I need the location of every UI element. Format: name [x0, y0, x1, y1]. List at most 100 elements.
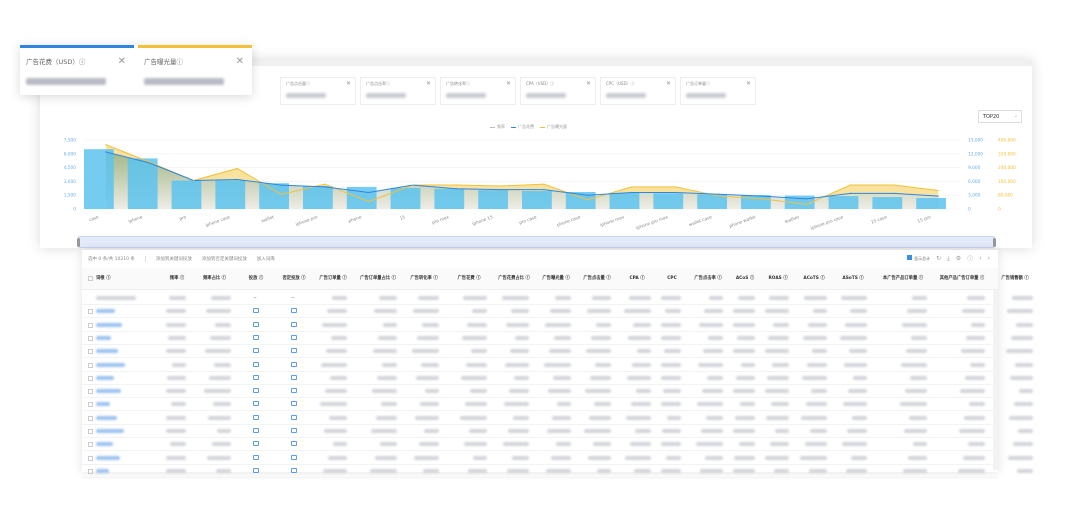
- select-all-checkbox[interactable]: [88, 276, 93, 281]
- zoom-slider[interactable]: [77, 236, 996, 248]
- add-keyword-button[interactable]: 添加到关键词投放: [155, 257, 192, 262]
- legend-item[interactable]: 广告曝光量: [540, 124, 567, 130]
- targeting-icon[interactable]: [253, 441, 259, 447]
- column-header[interactable]: 广告花费 ⓘ: [457, 276, 481, 281]
- column-header[interactable]: 其他产品广告订单量 ⓘ: [939, 276, 985, 281]
- table-scrollbar[interactable]: [993, 290, 998, 470]
- negative-targeting-icon[interactable]: [291, 454, 297, 460]
- keyword-link-blurred[interactable]: [96, 322, 122, 327]
- keyword-link-blurred[interactable]: [96, 309, 115, 314]
- metric-card[interactable]: 广告转化率ⓘ ✕: [440, 77, 516, 105]
- targeting-icon[interactable]: [253, 454, 259, 460]
- close-icon[interactable]: ✕: [235, 56, 244, 67]
- negative-targeting-icon[interactable]: [291, 401, 297, 407]
- close-icon[interactable]: ✕: [117, 56, 126, 67]
- row-checkbox[interactable]: [88, 309, 93, 315]
- row-checkbox[interactable]: [88, 468, 93, 474]
- negative-targeting-icon[interactable]: [291, 334, 297, 340]
- negative-targeting-icon[interactable]: [291, 388, 297, 394]
- metric-card[interactable]: CPA（USD）ⓘ ✕: [520, 77, 596, 105]
- metric-card[interactable]: 广告曝光量ⓘ ✕: [138, 45, 252, 95]
- column-header[interactable]: ROAS ⓘ: [768, 276, 788, 281]
- column-header[interactable]: 频率占比 ⓘ: [203, 276, 226, 281]
- keyword-link-blurred[interactable]: [96, 362, 125, 367]
- keyword-link-blurred[interactable]: [96, 389, 121, 394]
- column-header[interactable]: 广告花费占比 ⓘ: [498, 276, 530, 281]
- keyword-link-blurred[interactable]: [96, 429, 124, 433]
- help-icon[interactable]: ⓘ: [967, 256, 974, 263]
- negative-targeting-icon[interactable]: [291, 321, 297, 327]
- column-header[interactable]: 广告订单量 ⓘ: [319, 276, 347, 281]
- add-to-library-button[interactable]: 加入词库: [256, 257, 275, 262]
- legend-item[interactable]: 广告花费: [511, 124, 534, 130]
- targeting-icon[interactable]: [253, 401, 259, 407]
- targeting-icon[interactable]: [253, 374, 259, 380]
- targeting-icon[interactable]: [253, 361, 259, 367]
- close-icon[interactable]: ✕: [425, 80, 431, 87]
- row-checkbox[interactable]: [88, 335, 93, 341]
- close-icon[interactable]: ✕: [665, 80, 671, 87]
- column-header[interactable]: 否定投放 ⓘ: [282, 276, 306, 281]
- negative-targeting-icon[interactable]: [291, 348, 297, 354]
- column-header[interactable]: 广告点击量 ⓘ: [583, 276, 611, 281]
- close-icon[interactable]: ✕: [345, 80, 351, 87]
- column-header[interactable]: 本广告产品订单量 ⓘ: [882, 276, 924, 281]
- metric-card[interactable]: 广告订单量ⓘ ✕: [680, 77, 756, 105]
- prev-icon[interactable]: ‹: [979, 255, 982, 262]
- download-icon[interactable]: ⤓: [947, 254, 950, 262]
- keyword-link-blurred[interactable]: [96, 335, 111, 340]
- row-checkbox[interactable]: [88, 455, 93, 461]
- keyword-link-blurred[interactable]: [96, 349, 118, 354]
- metric-card[interactable]: 广告花费（USD）ⓘ ✕: [20, 45, 134, 95]
- targeting-icon[interactable]: [253, 321, 259, 327]
- column-header[interactable]: 词根 ⓘ: [96, 276, 111, 281]
- negative-targeting-icon[interactable]: [291, 428, 297, 433]
- targeting-icon[interactable]: [253, 414, 259, 420]
- legend-item[interactable]: 频率: [490, 124, 505, 130]
- keyword-link-blurred[interactable]: [96, 468, 109, 473]
- column-header[interactable]: ACoTS ⓘ: [803, 276, 825, 281]
- row-checkbox[interactable]: [88, 322, 93, 328]
- column-header[interactable]: 频率 ⓘ: [169, 276, 185, 281]
- targeting-icon[interactable]: [253, 428, 259, 433]
- keyword-link-blurred[interactable]: [96, 402, 110, 407]
- targeting-icon[interactable]: [253, 308, 259, 314]
- column-header[interactable]: CPC: [667, 276, 677, 281]
- column-header[interactable]: 投放 ⓘ: [248, 276, 264, 281]
- column-header[interactable]: 广告曝光量 ⓘ: [542, 276, 570, 281]
- negative-targeting-icon[interactable]: [291, 308, 297, 314]
- column-header[interactable]: ACoS ⓘ: [735, 276, 755, 281]
- column-header[interactable]: 广告点击率 ⓘ: [694, 276, 722, 281]
- targeting-icon[interactable]: [253, 388, 259, 394]
- column-header[interactable]: 广告订单量占比 ⓘ: [360, 276, 396, 281]
- show-total-checkbox[interactable]: 显示总计: [907, 255, 930, 262]
- negative-targeting-icon[interactable]: [291, 361, 297, 367]
- keyword-link-blurred[interactable]: [96, 375, 114, 380]
- row-checkbox[interactable]: [88, 442, 93, 448]
- column-header[interactable]: CPA ⓘ: [629, 276, 645, 281]
- row-checkbox[interactable]: [88, 402, 93, 408]
- negative-targeting-icon[interactable]: [291, 467, 297, 473]
- row-checkbox[interactable]: [88, 349, 93, 355]
- metric-card[interactable]: CPC（USD）ⓘ ✕: [600, 77, 676, 105]
- metric-card[interactable]: 广告点击率ⓘ ✕: [360, 77, 436, 105]
- close-icon[interactable]: ✕: [505, 80, 511, 87]
- settings-icon[interactable]: ⚙: [955, 255, 962, 262]
- keyword-link-blurred[interactable]: [96, 455, 120, 460]
- keyword-link-blurred[interactable]: [96, 415, 117, 420]
- slider-handle-left[interactable]: [77, 238, 80, 247]
- negative-targeting-icon[interactable]: [291, 414, 297, 420]
- targeting-icon[interactable]: [253, 334, 259, 340]
- column-header[interactable]: 广告销售额 ⓘ: [1001, 276, 1029, 281]
- close-icon[interactable]: ✕: [745, 80, 751, 87]
- row-checkbox[interactable]: [88, 429, 93, 434]
- top-n-select[interactable]: TOP20 ⌄: [978, 110, 1022, 123]
- row-checkbox[interactable]: [88, 375, 93, 381]
- refresh-icon[interactable]: ↻: [936, 255, 942, 262]
- negative-targeting-icon[interactable]: [291, 441, 297, 447]
- keyword-link-blurred[interactable]: [96, 442, 113, 447]
- add-negative-button[interactable]: 添加到否定关键词投放: [201, 257, 247, 262]
- targeting-icon[interactable]: [253, 467, 259, 473]
- row-checkbox[interactable]: [88, 362, 93, 368]
- column-header[interactable]: ASoTS ⓘ: [842, 276, 864, 281]
